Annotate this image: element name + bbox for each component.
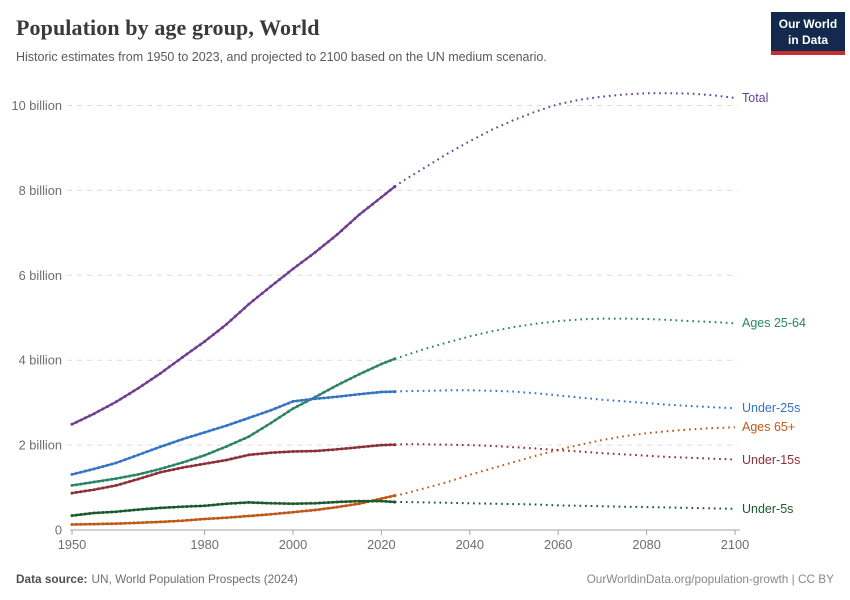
series-label-ages-25-64[interactable]: Ages 25-64: [742, 316, 806, 331]
svg-text:10 billion: 10 billion: [11, 98, 62, 113]
owid-logo-line1: Our World: [778, 17, 838, 31]
series-label-ages-65plus[interactable]: Ages 65+: [742, 420, 796, 435]
footer-citation-link[interactable]: OurWorldinData.org/population-growth | C…: [586, 572, 834, 586]
owid-logo-line2: in Data: [787, 32, 828, 47]
data-source: Data source: UN, World Population Prospec…: [16, 572, 298, 586]
svg-text:2040: 2040: [456, 537, 484, 552]
series-label-under-15s[interactable]: Under-15s: [742, 452, 801, 467]
svg-text:2080: 2080: [632, 537, 660, 552]
svg-text:2060: 2060: [544, 537, 572, 552]
series-label-under-5s[interactable]: Under-5s: [742, 501, 794, 516]
data-source-label: Data source:: [16, 572, 88, 586]
svg-text:0: 0: [55, 523, 62, 538]
chart-header: Population by age group, World Historic …: [16, 14, 754, 65]
svg-text:2100: 2100: [721, 537, 749, 552]
svg-text:2 billion: 2 billion: [19, 438, 62, 453]
owid-logo[interactable]: Our World in Data: [771, 12, 845, 56]
svg-text:8 billion: 8 billion: [19, 183, 62, 198]
data-source-text: UN, World Population Prospects (2024): [91, 572, 298, 586]
svg-text:1980: 1980: [190, 537, 218, 552]
chart-subtitle: Historic estimates from 1950 to 2023, an…: [16, 49, 547, 64]
svg-text:2000: 2000: [279, 537, 307, 552]
page-title: Population by age group, World: [16, 15, 320, 40]
series-label-total[interactable]: Total: [742, 90, 769, 105]
svg-text:2020: 2020: [367, 537, 395, 552]
svg-text:4 billion: 4 billion: [19, 353, 62, 368]
svg-text:1950: 1950: [58, 537, 86, 552]
chart-footer: Data source: UN, World Population Prospec…: [16, 572, 834, 586]
series-label-under-25s[interactable]: Under-25s: [742, 401, 801, 416]
population-line-chart: 0 2 billion 4 billion 6 billion 8 billion 10 …: [11, 92, 749, 552]
svg-text:6 billion: 6 billion: [19, 268, 62, 283]
